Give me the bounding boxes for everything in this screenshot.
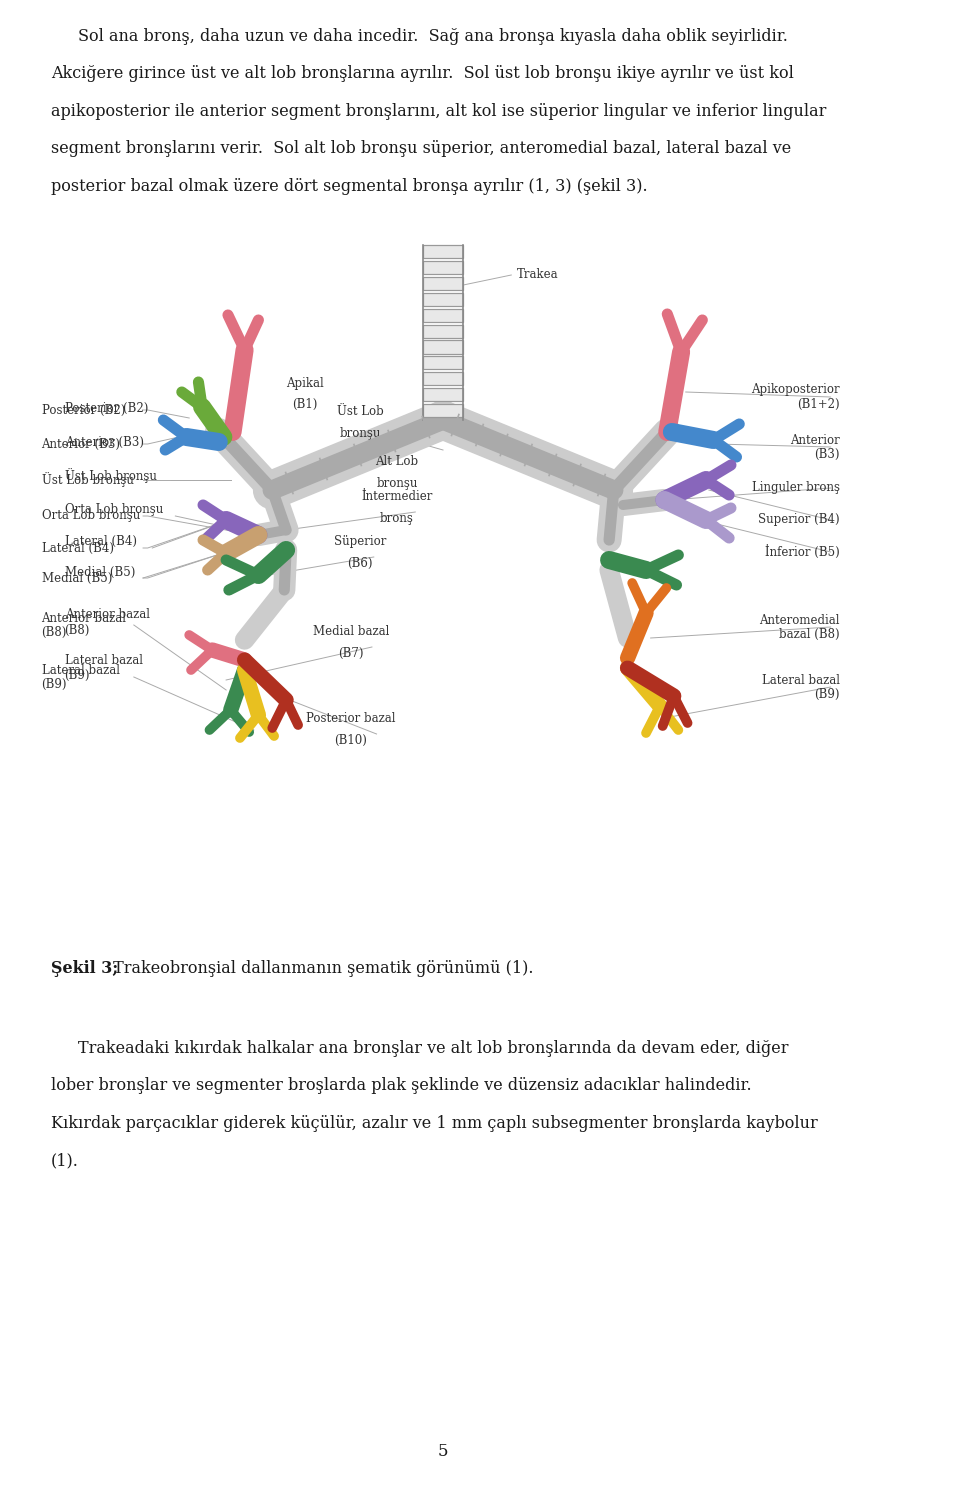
Text: (B6): (B6) [348, 558, 372, 570]
Bar [422, 404, 464, 418]
Text: Medial bazal: Medial bazal [313, 625, 389, 638]
Text: Lateral (B4): Lateral (B4) [64, 534, 136, 547]
Text: Süperior: Süperior [334, 535, 386, 549]
Bar [422, 324, 464, 338]
Text: Anteromedial: Anteromedial [759, 614, 840, 626]
Bar [422, 260, 464, 274]
Text: bronşu: bronşu [376, 477, 418, 491]
Bar [422, 277, 464, 290]
Bar [422, 388, 464, 401]
Text: Superior (B4): Superior (B4) [758, 513, 840, 526]
Text: posterior bazal olmak üzere dört segmental bronşa ayrılır (1, 3) (şekil 3).: posterior bazal olmak üzere dört segment… [51, 177, 647, 195]
Bar [422, 245, 464, 259]
Text: bazal (B8): bazal (B8) [780, 628, 840, 641]
Text: (B9): (B9) [41, 678, 67, 690]
Text: bronşu: bronşu [339, 427, 380, 440]
Text: 5: 5 [438, 1444, 448, 1460]
Text: (B9): (B9) [814, 687, 840, 700]
Text: (B1): (B1) [292, 399, 317, 410]
Text: Üst Lob bronşu: Üst Lob bronşu [41, 473, 133, 488]
Text: (B7): (B7) [338, 647, 364, 660]
Text: (B10): (B10) [334, 735, 367, 746]
Text: Apikoposterior: Apikoposterior [752, 384, 840, 397]
Text: (B1+2): (B1+2) [797, 397, 840, 410]
Text: Şekil 3;: Şekil 3; [51, 961, 118, 977]
Text: Trakeobronşial dallanmanın şematik görünümü (1).: Trakeobronşial dallanmanın şematik görün… [108, 961, 534, 977]
Text: segment bronşlarını verir.  Sol alt lob bronşu süperior, anteromedial bazal, lat: segment bronşlarını verir. Sol alt lob b… [51, 140, 791, 158]
Text: Üst Lob bronşu: Üst Lob bronşu [64, 468, 156, 483]
Bar [422, 293, 464, 306]
Bar [422, 309, 464, 321]
Text: Anterior (B3): Anterior (B3) [64, 436, 144, 449]
Text: (B8): (B8) [41, 626, 67, 638]
Text: Trakeadaki kıkırdak halkalar ana bronşlar ve alt lob bronşlarında da devam eder,: Trakeadaki kıkırdak halkalar ana bronşla… [79, 1039, 789, 1057]
Text: Kıkırdak parçacıklar giderek küçülür, azalır ve 1 mm çaplı subsegmenter bronşlar: Kıkırdak parçacıklar giderek küçülür, az… [51, 1115, 818, 1132]
Text: Medial (B5): Medial (B5) [64, 565, 135, 578]
Text: Sol ana bronş, daha uzun ve daha incedir.  Sağ ana bronşa kıyasla daha oblik sey: Sol ana bronş, daha uzun ve daha incedir… [79, 28, 788, 45]
Text: İntermedier: İntermedier [361, 491, 433, 503]
Text: apikoposterior ile anterior segment bronşlarını, alt kol ise süperior lingular v: apikoposterior ile anterior segment bron… [51, 103, 827, 120]
Text: (B3): (B3) [814, 448, 840, 461]
Text: Lateral (B4): Lateral (B4) [41, 541, 113, 555]
Text: bronş: bronş [380, 512, 414, 525]
Text: lober bronşlar ve segmenter broşlarda plak şeklinde ve düzensiz adacıklar halind: lober bronşlar ve segmenter broşlarda pl… [51, 1078, 752, 1094]
Text: Orta Lob bronşu: Orta Lob bronşu [64, 504, 163, 516]
Text: Anterior bazal: Anterior bazal [64, 608, 150, 622]
Text: Lateral bazal: Lateral bazal [41, 663, 120, 677]
Text: Posterior bazal: Posterior bazal [306, 712, 396, 726]
Text: Orta Lob bronşu: Orta Lob bronşu [41, 510, 140, 522]
Text: İnferior (B5): İnferior (B5) [765, 544, 840, 559]
Text: Anterior (B3): Anterior (B3) [41, 437, 121, 451]
Text: Lateral bazal: Lateral bazal [64, 653, 143, 666]
Text: Akciğere girince üst ve alt lob bronşlarına ayrılır.  Sol üst lob bronşu ikiye a: Akciğere girince üst ve alt lob bronşlar… [51, 65, 794, 82]
Text: Linguler bronş: Linguler bronş [752, 482, 840, 495]
Text: Trakea: Trakea [516, 269, 559, 281]
Text: Üst Lob: Üst Lob [337, 404, 383, 418]
Bar [422, 341, 464, 354]
Text: Lateral bazal: Lateral bazal [762, 674, 840, 687]
Bar [422, 357, 464, 369]
Text: Anterior: Anterior [790, 434, 840, 446]
Text: Alt Lob: Alt Lob [375, 455, 419, 468]
Text: (1).: (1). [51, 1152, 79, 1169]
Text: (B9): (B9) [64, 669, 90, 681]
Text: (B8): (B8) [64, 623, 90, 636]
Text: Medial (B5): Medial (B5) [41, 571, 112, 584]
Text: Posterior (B2): Posterior (B2) [41, 403, 125, 416]
Bar [422, 372, 464, 385]
Text: Apikal: Apikal [286, 378, 324, 390]
Text: Anterior bazal: Anterior bazal [41, 611, 127, 625]
Text: Posterior (B2): Posterior (B2) [64, 401, 148, 415]
